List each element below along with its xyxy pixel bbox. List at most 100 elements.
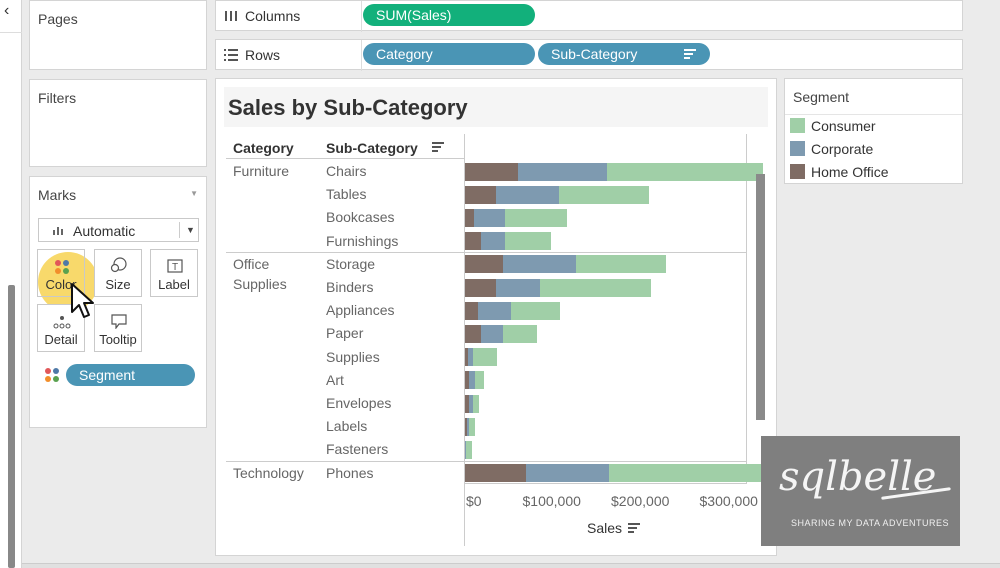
bar-segment-consumer[interactable]: [540, 278, 651, 297]
bar-segment-corporate[interactable]: [478, 301, 511, 320]
bar-segment-home-office[interactable]: [465, 324, 481, 343]
columns-icon: [225, 11, 237, 21]
subcategory-label[interactable]: Storage: [326, 255, 376, 272]
category-separator: [226, 460, 746, 462]
mouse-pointer-icon: [71, 283, 94, 318]
marks-title: Marks: [38, 187, 77, 203]
dropdown-divider: [179, 222, 180, 238]
color-dots-icon: [55, 260, 69, 274]
bar-segment-home-office[interactable]: [465, 162, 519, 181]
bar-segment-corporate[interactable]: [503, 255, 576, 274]
bar-segment-home-office[interactable]: [465, 464, 527, 483]
pages-title: Pages: [38, 11, 78, 27]
consumer-swatch[interactable]: [790, 118, 805, 133]
bar-segment-corporate[interactable]: [466, 417, 470, 436]
subcategory-label[interactable]: Tables: [326, 186, 367, 203]
bar-segment-home-office[interactable]: [465, 371, 470, 390]
axis-line: [464, 483, 746, 484]
bar-segment-consumer[interactable]: [472, 394, 480, 413]
bar-segment-corporate[interactable]: [468, 394, 473, 413]
viz-view: Sales by Sub-Category Category Sub-Categ…: [215, 78, 777, 556]
subcategory-label[interactable]: Paper: [326, 325, 364, 342]
subcategory-label[interactable]: Envelopes: [326, 395, 392, 411]
bar-segment-corporate[interactable]: [495, 278, 541, 297]
subcategory-pill[interactable]: Sub-Category: [538, 43, 710, 65]
bar-segment-home-office[interactable]: [465, 185, 496, 204]
sum-sales-pill[interactable]: SUM(Sales): [363, 4, 535, 26]
bar-segment-corporate[interactable]: [480, 324, 504, 343]
subcategory-label[interactable]: Fasteners: [326, 441, 389, 458]
sort-descending-icon[interactable]: [684, 49, 696, 59]
color-button-label: Color: [45, 277, 77, 292]
bar-segment-corporate[interactable]: [480, 232, 505, 251]
bar-segment-consumer[interactable]: [511, 301, 560, 320]
legend-item-corporate[interactable]: Corporate: [811, 141, 874, 157]
category-label[interactable]: Office Supplies: [233, 255, 287, 292]
bar-segment-consumer[interactable]: [607, 162, 764, 181]
chevron-left-icon[interactable]: ‹: [4, 2, 10, 19]
bar-segment-consumer[interactable]: [472, 348, 497, 367]
subcategory-label[interactable]: Labels: [326, 418, 368, 435]
bar-chart-icon: [53, 227, 63, 235]
subcategory-label[interactable]: Supplies: [326, 348, 380, 365]
category-label[interactable]: Furniture: [233, 163, 290, 179]
bar-segment-consumer[interactable]: [504, 232, 551, 251]
segment-color-pill[interactable]: Segment: [66, 364, 195, 386]
bar-segment-home-office[interactable]: [465, 232, 481, 251]
bar-segment-consumer[interactable]: [504, 208, 567, 227]
left-scrollbar[interactable]: [8, 285, 15, 568]
color-button[interactable]: Color: [37, 249, 85, 297]
subcategory-label[interactable]: Bookcases: [326, 209, 395, 226]
category-header[interactable]: Category: [233, 140, 294, 156]
category-pill[interactable]: Category: [363, 43, 535, 65]
subcategory-label[interactable]: Furnishings: [326, 232, 399, 249]
bar-segment-consumer[interactable]: [503, 324, 537, 343]
bar-segment-consumer[interactable]: [575, 255, 666, 274]
tooltip-button[interactable]: Tooltip: [94, 304, 142, 352]
sort-descending-icon[interactable]: [432, 142, 444, 152]
bar-segment-corporate[interactable]: [469, 371, 475, 390]
bar-segment-consumer[interactable]: [558, 185, 650, 204]
axis-tick-label: $0: [466, 493, 482, 509]
bar-segment-corporate[interactable]: [467, 348, 473, 367]
subcategory-pill-label: Sub-Category: [551, 46, 638, 62]
subcategory-label[interactable]: Phones: [326, 464, 374, 481]
subcategory-label[interactable]: Binders: [326, 279, 374, 295]
bar-segment-corporate[interactable]: [526, 464, 610, 483]
size-button-label: Size: [105, 277, 131, 292]
subcategory-label[interactable]: Art: [326, 371, 344, 388]
bar-segment-home-office[interactable]: [465, 208, 474, 227]
bar-segment-home-office[interactable]: [465, 394, 469, 413]
bar-segment-corporate[interactable]: [473, 208, 505, 227]
legend-title: Segment: [793, 89, 850, 105]
subcategory-label[interactable]: Appliances: [326, 302, 395, 319]
marks-menu-arrow-icon[interactable]: ▼: [190, 189, 198, 198]
label-button[interactable]: T Label: [150, 249, 198, 297]
bar-segment-consumer[interactable]: [609, 464, 761, 483]
bar-segment-home-office[interactable]: [465, 255, 504, 274]
bar-segment-consumer[interactable]: [474, 371, 484, 390]
bar-segment-consumer[interactable]: [465, 440, 472, 459]
size-button[interactable]: Size: [94, 249, 142, 297]
pages-card: Pages: [29, 0, 207, 70]
bar-segment-consumer[interactable]: [469, 417, 475, 436]
filters-card[interactable]: Filters: [29, 79, 207, 167]
bar-segment-home-office[interactable]: [465, 301, 479, 320]
legend-item-consumer[interactable]: Consumer: [811, 118, 876, 134]
subcategory-label[interactable]: Chairs: [326, 163, 367, 179]
svg-text:T: T: [172, 262, 178, 273]
subcategory-header[interactable]: Sub-Category: [326, 140, 418, 156]
mark-type-dropdown[interactable]: Automatic ▼: [38, 218, 199, 242]
bar-segment-corporate[interactable]: [518, 162, 608, 181]
category-label[interactable]: Technology: [233, 464, 304, 481]
vertical-scrollbar[interactable]: [756, 174, 765, 420]
home-office-swatch[interactable]: [790, 164, 805, 179]
bar-segment-home-office[interactable]: [465, 348, 468, 367]
sort-icon[interactable]: [628, 523, 640, 533]
bar-segment-home-office[interactable]: [465, 417, 467, 436]
detail-button[interactable]: Detail: [37, 304, 85, 352]
legend-item-home-office[interactable]: Home Office: [811, 164, 889, 180]
bar-segment-home-office[interactable]: [465, 278, 496, 297]
corporate-swatch[interactable]: [790, 141, 805, 156]
bar-segment-corporate[interactable]: [495, 185, 559, 204]
